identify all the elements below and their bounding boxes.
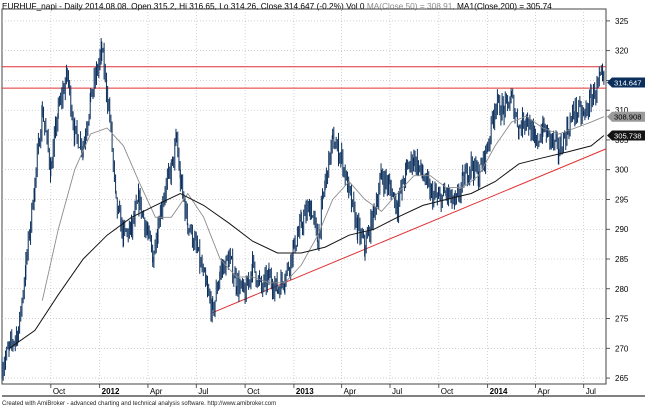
- x-tick-label: Jul: [586, 387, 596, 396]
- y-tick-label: 320: [615, 47, 629, 56]
- y-tick-label: 275: [615, 315, 629, 324]
- y-tick-label: 280: [615, 285, 629, 294]
- y-tick-label: 310: [615, 106, 629, 115]
- value-label-box: [607, 111, 645, 122]
- ma200-line: [9, 135, 605, 349]
- x-tick-label: 2013: [296, 387, 314, 396]
- y-tick-label: 285: [615, 255, 629, 264]
- ma200-legend: MA1(Close,200) = 305.74: [457, 1, 552, 11]
- x-tick-label: Apr: [344, 387, 357, 396]
- x-tick-label: 2014: [490, 387, 508, 396]
- x-tick-label: Oct: [247, 387, 260, 396]
- x-tick-label: Oct: [53, 387, 66, 396]
- x-tick-label: Apr: [537, 387, 550, 396]
- x-tick-label: Jul: [392, 387, 402, 396]
- y-tick-label: 270: [615, 344, 629, 353]
- value-label-1: 314.647: [614, 79, 641, 88]
- chart-header: EURHUF_napi - Daily 2014.08.08. Open 315…: [2, 1, 552, 12]
- ma50-legend: MA(Close,50) = 308.91,: [366, 1, 455, 11]
- value-label-3: 305.738: [614, 132, 641, 141]
- y-tick-label: 265: [615, 374, 629, 383]
- x-tick-label: Apr: [150, 387, 163, 396]
- x-tick-label: Oct: [441, 387, 454, 396]
- y-tick-label: 295: [615, 195, 629, 204]
- value-label-box: [607, 130, 645, 141]
- plot-frame: [1, 8, 607, 385]
- x-tick-label: 2012: [102, 387, 120, 396]
- value-label-2: 308.908: [614, 113, 641, 122]
- y-tick-label: 325: [615, 17, 629, 26]
- support-trendline: [212, 148, 607, 314]
- value-label-box: [607, 77, 645, 88]
- y-tick-label: 300: [615, 166, 629, 175]
- y-tick-label: 290: [615, 225, 629, 234]
- price-bars: [1, 38, 605, 381]
- footer-credit: Created with AmiBroker - advanced charti…: [2, 401, 277, 407]
- symbol-info: EURHUF_napi - Daily 2014.08.08. Open 315…: [2, 1, 365, 11]
- ma50-line: [41, 115, 605, 301]
- x-tick-label: Jul: [198, 387, 208, 396]
